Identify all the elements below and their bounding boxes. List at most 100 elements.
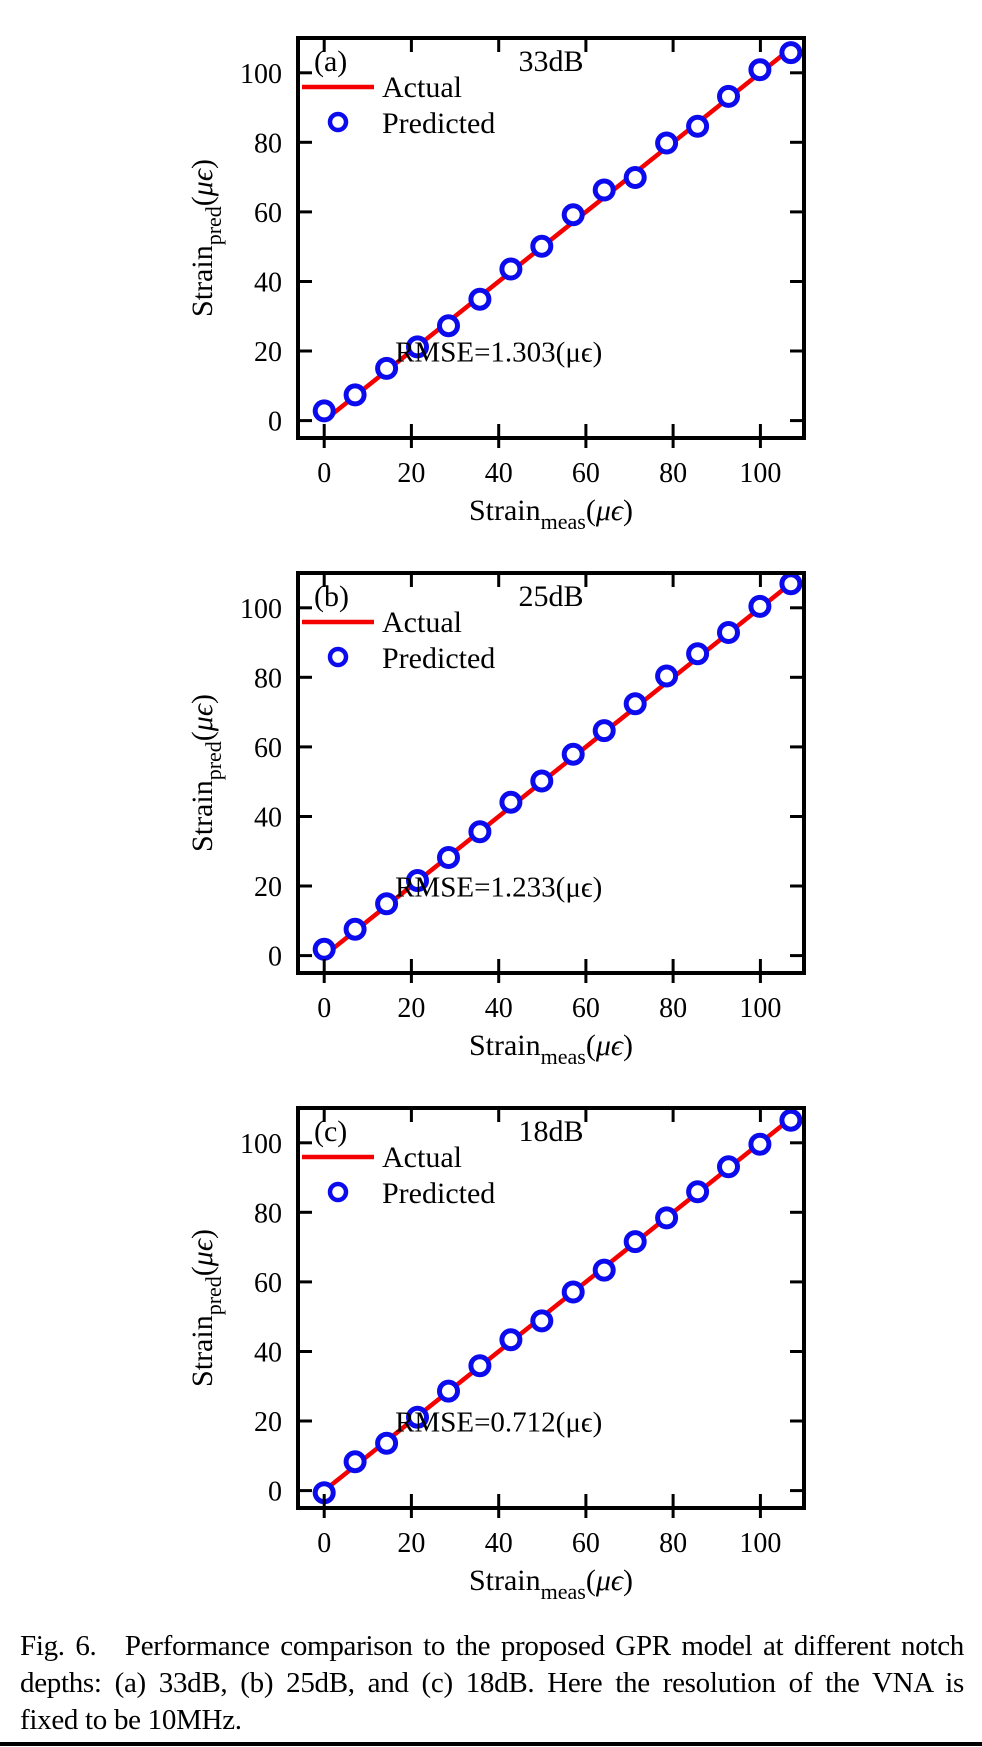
figure-panels: 0 20 40 60 80 100 0 20 40 60 80 100 (a) 33dB Actual Pre…	[0, 0, 982, 1604]
caption-line: fixed to be 10MHz.	[20, 1704, 242, 1736]
legend-actual-label: Actual	[382, 71, 462, 104]
predicted-marker	[530, 1309, 554, 1333]
caption-line: depths: (a) 33dB, (b) 25dB, and (c) 18dB…	[20, 1667, 964, 1699]
predicted-marker	[437, 846, 460, 869]
predicted-marker	[530, 769, 554, 793]
predicted-marker	[561, 742, 585, 766]
svg-text:0: 0	[317, 458, 331, 489]
svg-text:60: 60	[254, 733, 282, 764]
svg-text:40: 40	[485, 993, 513, 1024]
legend-predicted-label: Predicted	[382, 107, 495, 140]
svg-text:60: 60	[572, 1528, 600, 1559]
svg-text:20: 20	[397, 1528, 425, 1559]
predicted-marker	[343, 1450, 367, 1474]
predicted-marker	[343, 383, 367, 407]
strain-chart: 0 20 40 60 80 100 0 20 40 60 80 100 (b) 25dB ActualPre…	[186, 571, 806, 1069]
bottom-rule	[0, 1742, 982, 1746]
axis-ticks	[300, 40, 802, 448]
svg-text:60: 60	[572, 993, 600, 1024]
svg-text:0: 0	[268, 1477, 282, 1508]
predicted-marker	[592, 1258, 616, 1282]
strain-chart: 0 20 40 60 80 100 0 20 40 60 80 100 (a) 33dB ActualPre…	[186, 36, 806, 534]
rmse-annotation: RMSE=1.233(μϵ)	[395, 872, 602, 904]
svg-text:0: 0	[268, 407, 282, 438]
predicted-marker	[655, 1206, 679, 1230]
predicted-marker	[779, 41, 803, 65]
svg-text:80: 80	[254, 663, 282, 694]
predicted-marker	[748, 1132, 772, 1156]
predicted-marker	[343, 917, 367, 941]
predicted-marker	[499, 257, 523, 281]
svg-text:80: 80	[254, 128, 282, 159]
axes-frame	[296, 36, 806, 440]
predicted-marker	[592, 719, 616, 743]
legend-actual-label: Actual	[382, 606, 462, 639]
predicted-marker	[655, 131, 679, 155]
svg-text:100: 100	[240, 594, 282, 625]
y-axis-label: Strainpred(μϵ)	[186, 159, 226, 317]
predicted-marker	[312, 937, 336, 961]
svg-text:20: 20	[254, 337, 282, 368]
x-axis-label: Strainmeas(μϵ)	[469, 494, 633, 534]
x-axis-label: Strainmeas(μϵ)	[469, 1029, 633, 1069]
rmse-annotation: RMSE=0.712(μϵ)	[395, 1407, 602, 1439]
predicted-marker	[375, 892, 399, 916]
legend-predicted-marker	[327, 646, 349, 668]
predicted-marker	[686, 1180, 710, 1204]
svg-text:60: 60	[254, 198, 282, 229]
predicted-marker	[623, 166, 647, 189]
predicted-marker	[561, 203, 585, 227]
predicted-marker	[468, 820, 492, 844]
x-tick-labels: 0 20 40 60 80 100	[317, 993, 781, 1024]
svg-text:100: 100	[240, 59, 282, 90]
predicted-marker	[406, 869, 429, 892]
predicted-marker	[717, 621, 740, 644]
svg-text:80: 80	[659, 458, 687, 489]
axes-frame	[296, 571, 806, 975]
svg-text:20: 20	[254, 872, 282, 903]
predicted-marker	[779, 572, 803, 596]
svg-text:80: 80	[659, 993, 687, 1024]
panel-title: 33dB	[518, 45, 583, 78]
actual-line	[322, 581, 793, 958]
predicted-marker	[717, 1155, 740, 1179]
legend-actual-label: Actual	[382, 1141, 462, 1174]
legend-predicted-label: Predicted	[382, 1177, 495, 1210]
legend-predicted-marker	[327, 1181, 349, 1203]
chart-panel-a: 0 20 40 60 80 100 0 20 40 60 80 100 (a) 33dB Actual Pre…	[0, 0, 982, 535]
actual-line	[322, 1116, 793, 1493]
svg-text:100: 100	[739, 1528, 781, 1559]
predicted-marker	[312, 399, 336, 423]
predicted-marker	[437, 314, 460, 338]
x-axis-label: Strainmeas(μϵ)	[469, 1564, 633, 1604]
legend-predicted-label: Predicted	[382, 642, 495, 675]
x-tick-labels: 0 20 40 60 80 100	[317, 458, 781, 489]
predicted-marker	[406, 1405, 429, 1429]
svg-text:100: 100	[739, 458, 781, 489]
predicted-marker	[748, 594, 772, 618]
svg-text:80: 80	[254, 1198, 282, 1229]
predicted-marker	[375, 356, 399, 380]
x-tick-labels: 0 20 40 60 80 100	[317, 1528, 781, 1559]
svg-text:0: 0	[317, 993, 331, 1024]
axis-ticks	[300, 575, 802, 983]
axis-ticks	[300, 1110, 802, 1518]
svg-text:20: 20	[397, 993, 425, 1024]
predicted-marker	[623, 692, 647, 716]
svg-text:40: 40	[254, 1338, 282, 1369]
predicted-marker	[779, 1108, 803, 1132]
caption-line: Fig. 6. Performance comparison to the pr…	[20, 1630, 964, 1662]
svg-text:20: 20	[254, 1407, 282, 1438]
predicted-marker	[686, 114, 710, 138]
svg-text:0: 0	[317, 1528, 331, 1559]
svg-text:100: 100	[240, 1129, 282, 1160]
panel-title: 25dB	[518, 580, 583, 613]
predicted-marker	[406, 335, 429, 359]
legend-predicted-marker	[327, 111, 349, 133]
predicted-marker	[468, 287, 492, 311]
rmse-annotation: RMSE=1.303(μϵ)	[395, 337, 602, 369]
predicted-marker	[561, 1280, 585, 1304]
svg-text:100: 100	[739, 993, 781, 1024]
predicted-marker	[499, 1328, 523, 1352]
panel-letter: (b)	[314, 580, 349, 613]
